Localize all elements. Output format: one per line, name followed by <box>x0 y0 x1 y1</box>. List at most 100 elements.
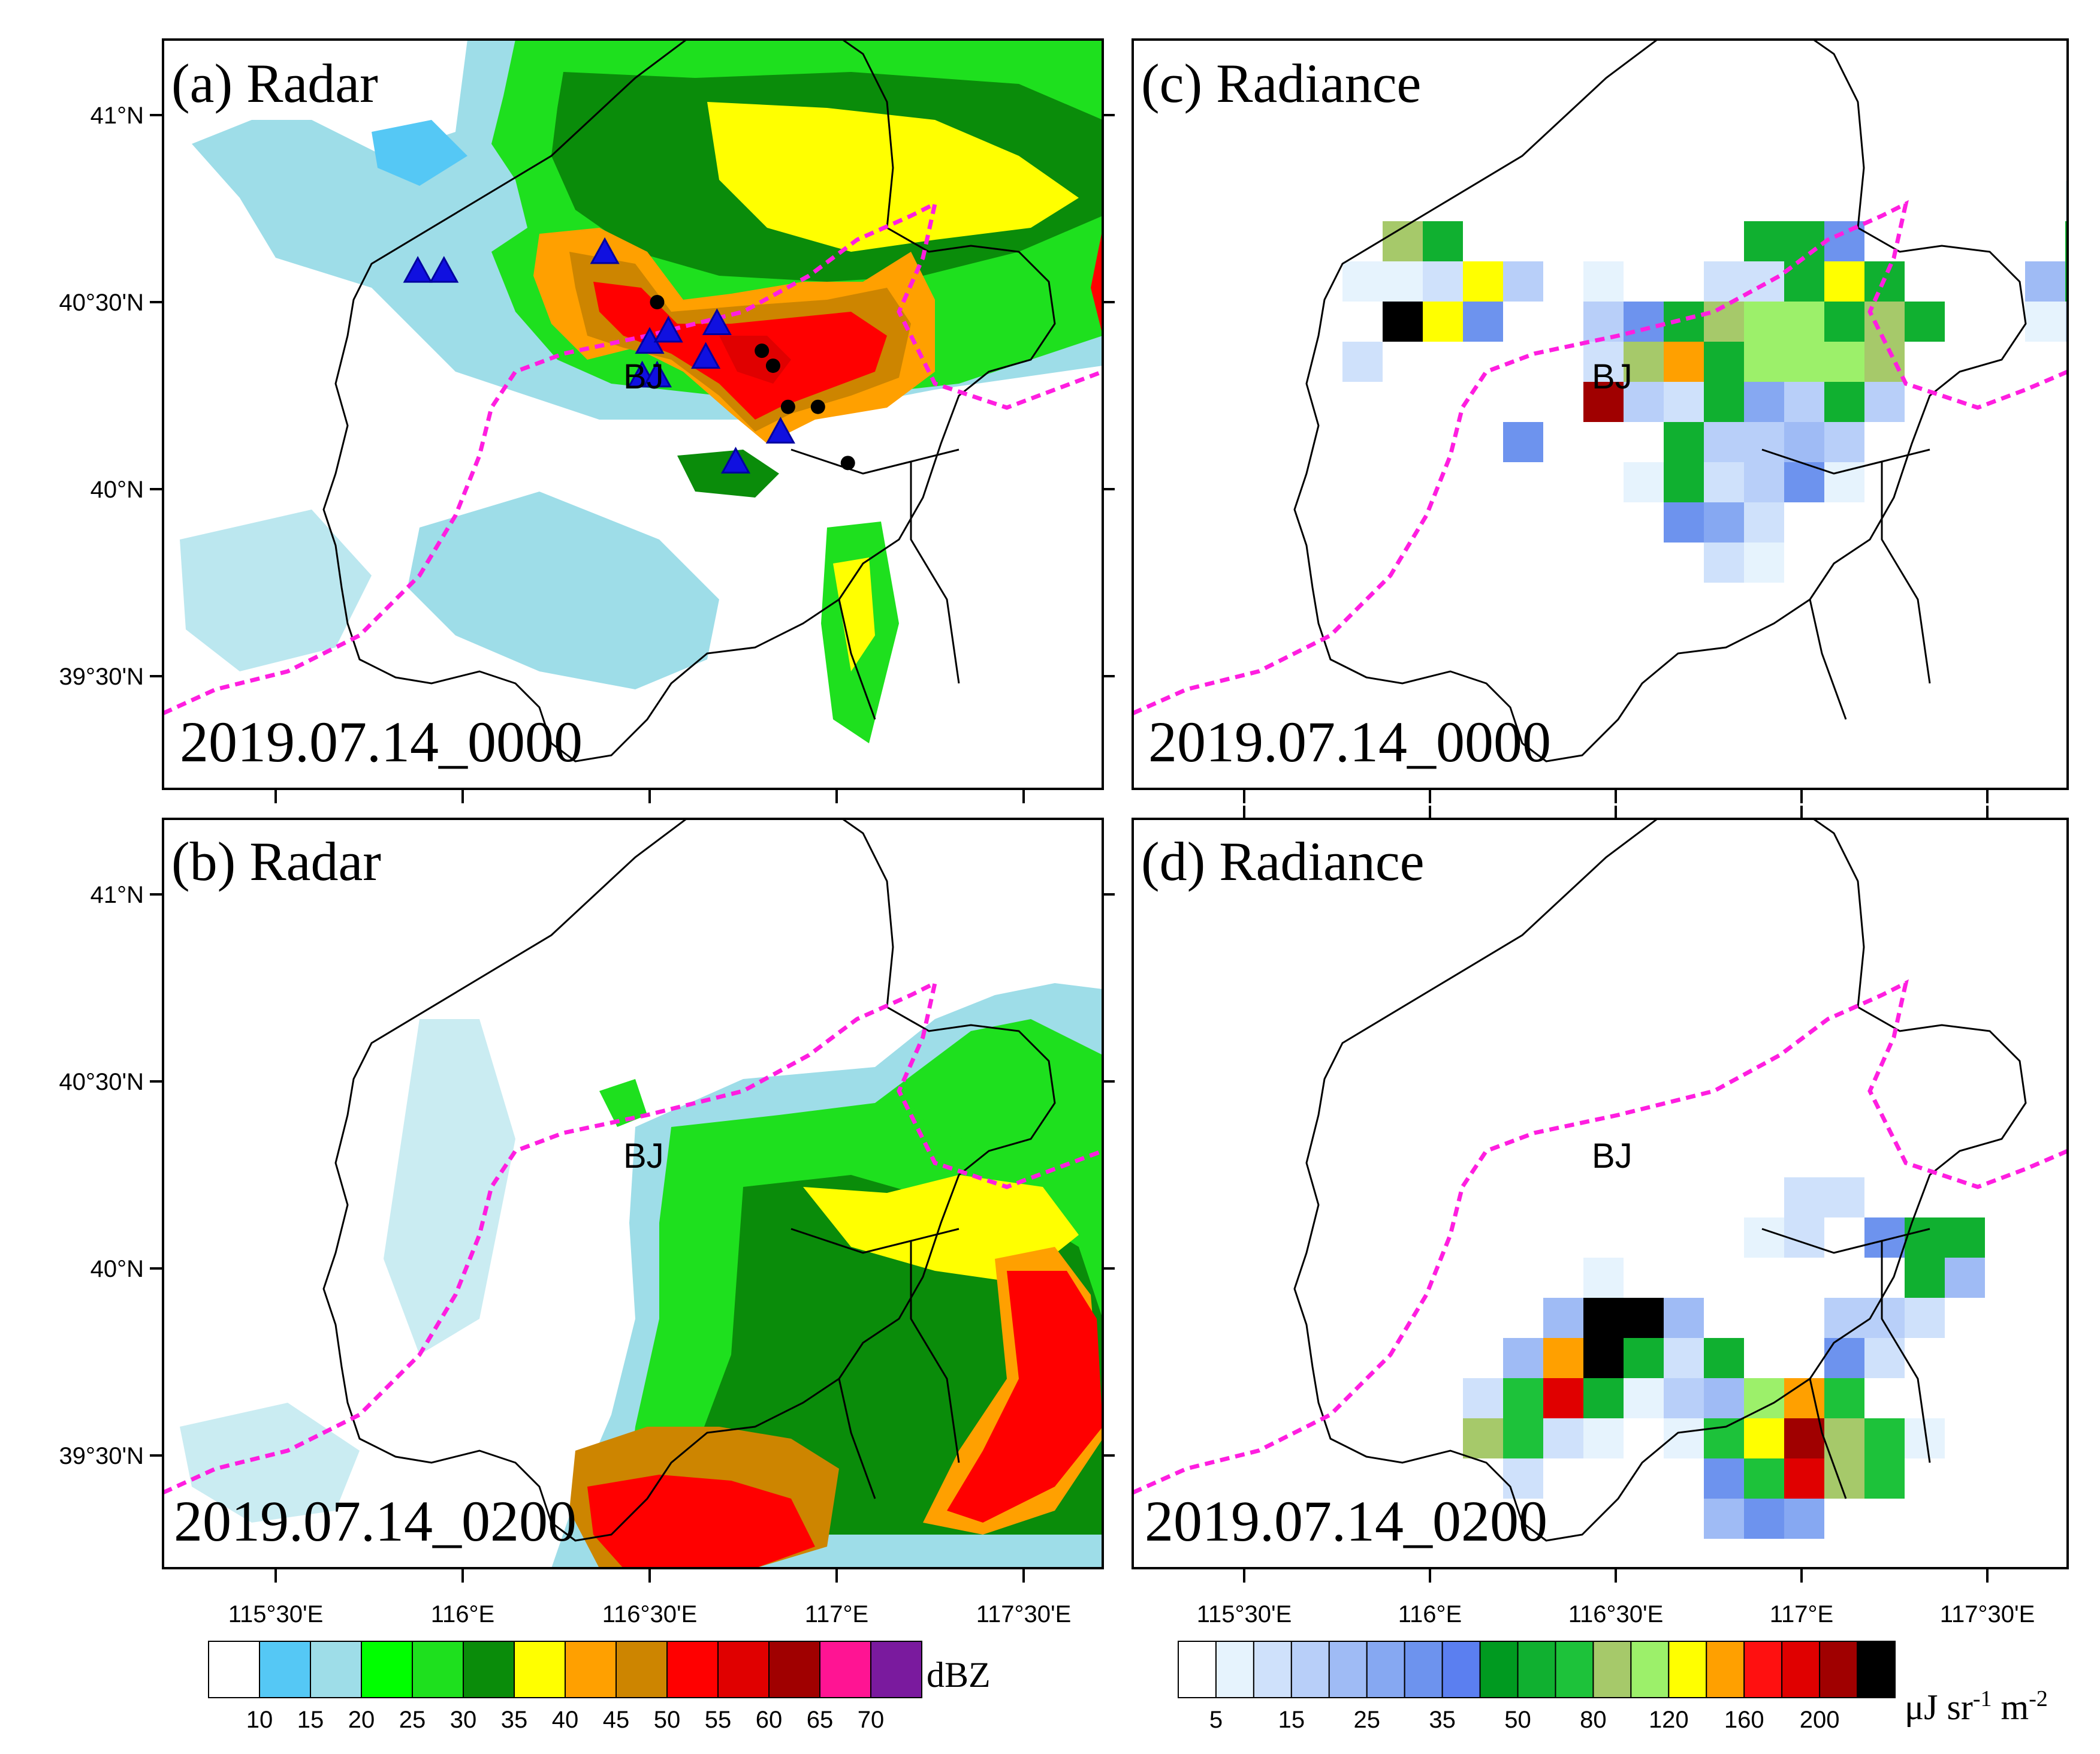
radiance-cell <box>1744 342 1784 382</box>
lon-axis-d: 115°30'E 116°E 116°30'E 117°E 117°30'E <box>1197 1568 2035 1628</box>
radiance-cell <box>1905 302 1945 342</box>
lon-tick-d-2: 116°E <box>1398 1601 1462 1628</box>
lon-tick-b-5: 117°30'E <box>976 1601 1072 1628</box>
radiance-cell <box>1583 1298 1624 1338</box>
panel-a: BJ (a) Radar 2019.07.14_0000 <box>162 38 1104 790</box>
lightning-dot <box>765 358 780 373</box>
lon-tick-b-1: 115°30'E <box>228 1601 324 1628</box>
colorbar-label: 25 <box>1353 1707 1380 1733</box>
radiance-cell <box>1744 221 1784 261</box>
radiance-cell <box>1824 302 1864 342</box>
panel-d: BJ (d) Radiance 2019.07.14_0200 <box>1132 818 2069 1569</box>
colorbar-swatch <box>310 1641 362 1698</box>
radiance-cell <box>1784 302 1824 342</box>
radiance-cell <box>1664 422 1704 462</box>
radiance-cell <box>1583 342 1624 382</box>
radiance-cell <box>1824 1298 1864 1338</box>
radiance-cell <box>1503 1378 1543 1418</box>
radiance-cell <box>1744 261 1784 302</box>
lightning-triangle <box>429 255 459 283</box>
colorbar-swatch <box>1517 1641 1556 1698</box>
lightning-triangles-a <box>403 237 795 474</box>
colorbar-label: 35 <box>1429 1707 1456 1733</box>
radiance-cell <box>1503 1338 1543 1378</box>
lat-tick-a-1: 41°N <box>90 103 144 129</box>
radiance-cell <box>1583 382 1624 422</box>
radiance-cell <box>1463 261 1503 302</box>
radiance-cell <box>1463 1418 1503 1458</box>
radiance-cell <box>1945 1258 1985 1298</box>
radiance-cell <box>1503 1418 1543 1458</box>
timestamp-d: 2019.07.14_0200 <box>1145 1489 1547 1553</box>
lightning-dot <box>780 399 795 414</box>
lat-tick-b-2: 40°30'N <box>59 1069 144 1095</box>
lon-tick-d-1: 115°30'E <box>1197 1601 1292 1628</box>
lightning-triangle <box>642 360 672 388</box>
radiance-cell <box>1704 1378 1744 1418</box>
lightning-triangle <box>403 255 433 283</box>
colorbar-swatch <box>361 1641 413 1698</box>
radiance-cell <box>1784 382 1824 422</box>
radiance-cell <box>1864 1418 1905 1458</box>
radiance-cell <box>1905 1298 1945 1338</box>
colorbar-swatch <box>1668 1641 1707 1698</box>
colorbar-swatch <box>1253 1641 1292 1698</box>
radiance-cell <box>1905 1258 1945 1298</box>
colorbar-radiance-unit: μJ sr-1 m-2 <box>1905 1686 2048 1727</box>
colorbar-label: 30 <box>450 1707 477 1733</box>
radiance-cell <box>1423 302 1463 342</box>
radiance-cell <box>1664 462 1704 502</box>
radiance-cell <box>2025 302 2065 342</box>
lat-axis-a: 41°N 40°30'N 40°N 39°30'N <box>59 103 1115 690</box>
radiance-cell <box>1945 1217 1985 1258</box>
colorbar-label: 200 <box>1800 1707 1840 1733</box>
colorbar-swatch <box>565 1641 617 1698</box>
colorbar-swatch <box>1328 1641 1368 1698</box>
panel-title-d: (d) Radiance <box>1141 831 1425 892</box>
radiance-cell <box>1824 1338 1864 1378</box>
lon-axis-b: 115°30'E 116°E 116°30'E 117°E 117°30'E <box>228 1568 1072 1628</box>
dashed-line-b <box>163 979 1103 1495</box>
dashed-line-d <box>1133 979 2068 1495</box>
radiance-cell <box>1784 221 1824 261</box>
colorbar-label: 35 <box>501 1707 528 1733</box>
radiance-cell <box>1342 261 1383 302</box>
lightning-triangle <box>765 417 795 444</box>
colorbar-swatch <box>1404 1641 1443 1698</box>
radiance-cell <box>1864 342 1905 382</box>
colorbar-radar <box>208 1641 922 1698</box>
radiance-cell <box>1664 1298 1704 1338</box>
radiance-cell <box>1423 221 1463 261</box>
panel-title-b: (b) Radar <box>171 831 381 892</box>
colorbar-label: 60 <box>756 1707 783 1733</box>
radiance-cell <box>1704 1499 1744 1539</box>
colorbar-swatch <box>1743 1641 1783 1698</box>
timestamp-a: 2019.07.14_0000 <box>180 710 583 774</box>
radiance-cell <box>1463 302 1503 342</box>
colorbar-label: 50 <box>654 1707 681 1733</box>
radiance-cell <box>1744 1458 1784 1499</box>
colorbar-label: 65 <box>807 1707 834 1733</box>
colorbar-label: 5 <box>1209 1707 1223 1733</box>
radiance-cell <box>1583 1418 1624 1458</box>
radiance-cell <box>1824 261 1864 302</box>
radiance-cell <box>1383 302 1423 342</box>
radiance-cell <box>1864 1338 1905 1378</box>
radiance-cell <box>1704 382 1744 422</box>
city-label-b: BJ <box>623 1137 664 1176</box>
colorbar-label: 15 <box>297 1707 324 1733</box>
radiance-cell <box>1624 1338 1664 1378</box>
lon-tick-b-2: 116°E <box>431 1601 494 1628</box>
colorbar-swatch <box>1857 1641 1896 1698</box>
radiance-cell <box>1704 342 1744 382</box>
radiance-cell <box>1664 1418 1704 1458</box>
radiance-cell <box>1744 1499 1784 1539</box>
radiance-cell <box>1624 302 1664 342</box>
lon-tick-b-3: 116°30'E <box>602 1601 698 1628</box>
lon-ticks-top-row <box>274 789 1989 819</box>
dashed-line-c <box>1133 200 2068 716</box>
radiance-cell <box>1824 462 1864 502</box>
colorbar-swatch <box>1479 1641 1519 1698</box>
dashed-line-a <box>163 200 1103 716</box>
lightning-triangle <box>590 237 620 264</box>
